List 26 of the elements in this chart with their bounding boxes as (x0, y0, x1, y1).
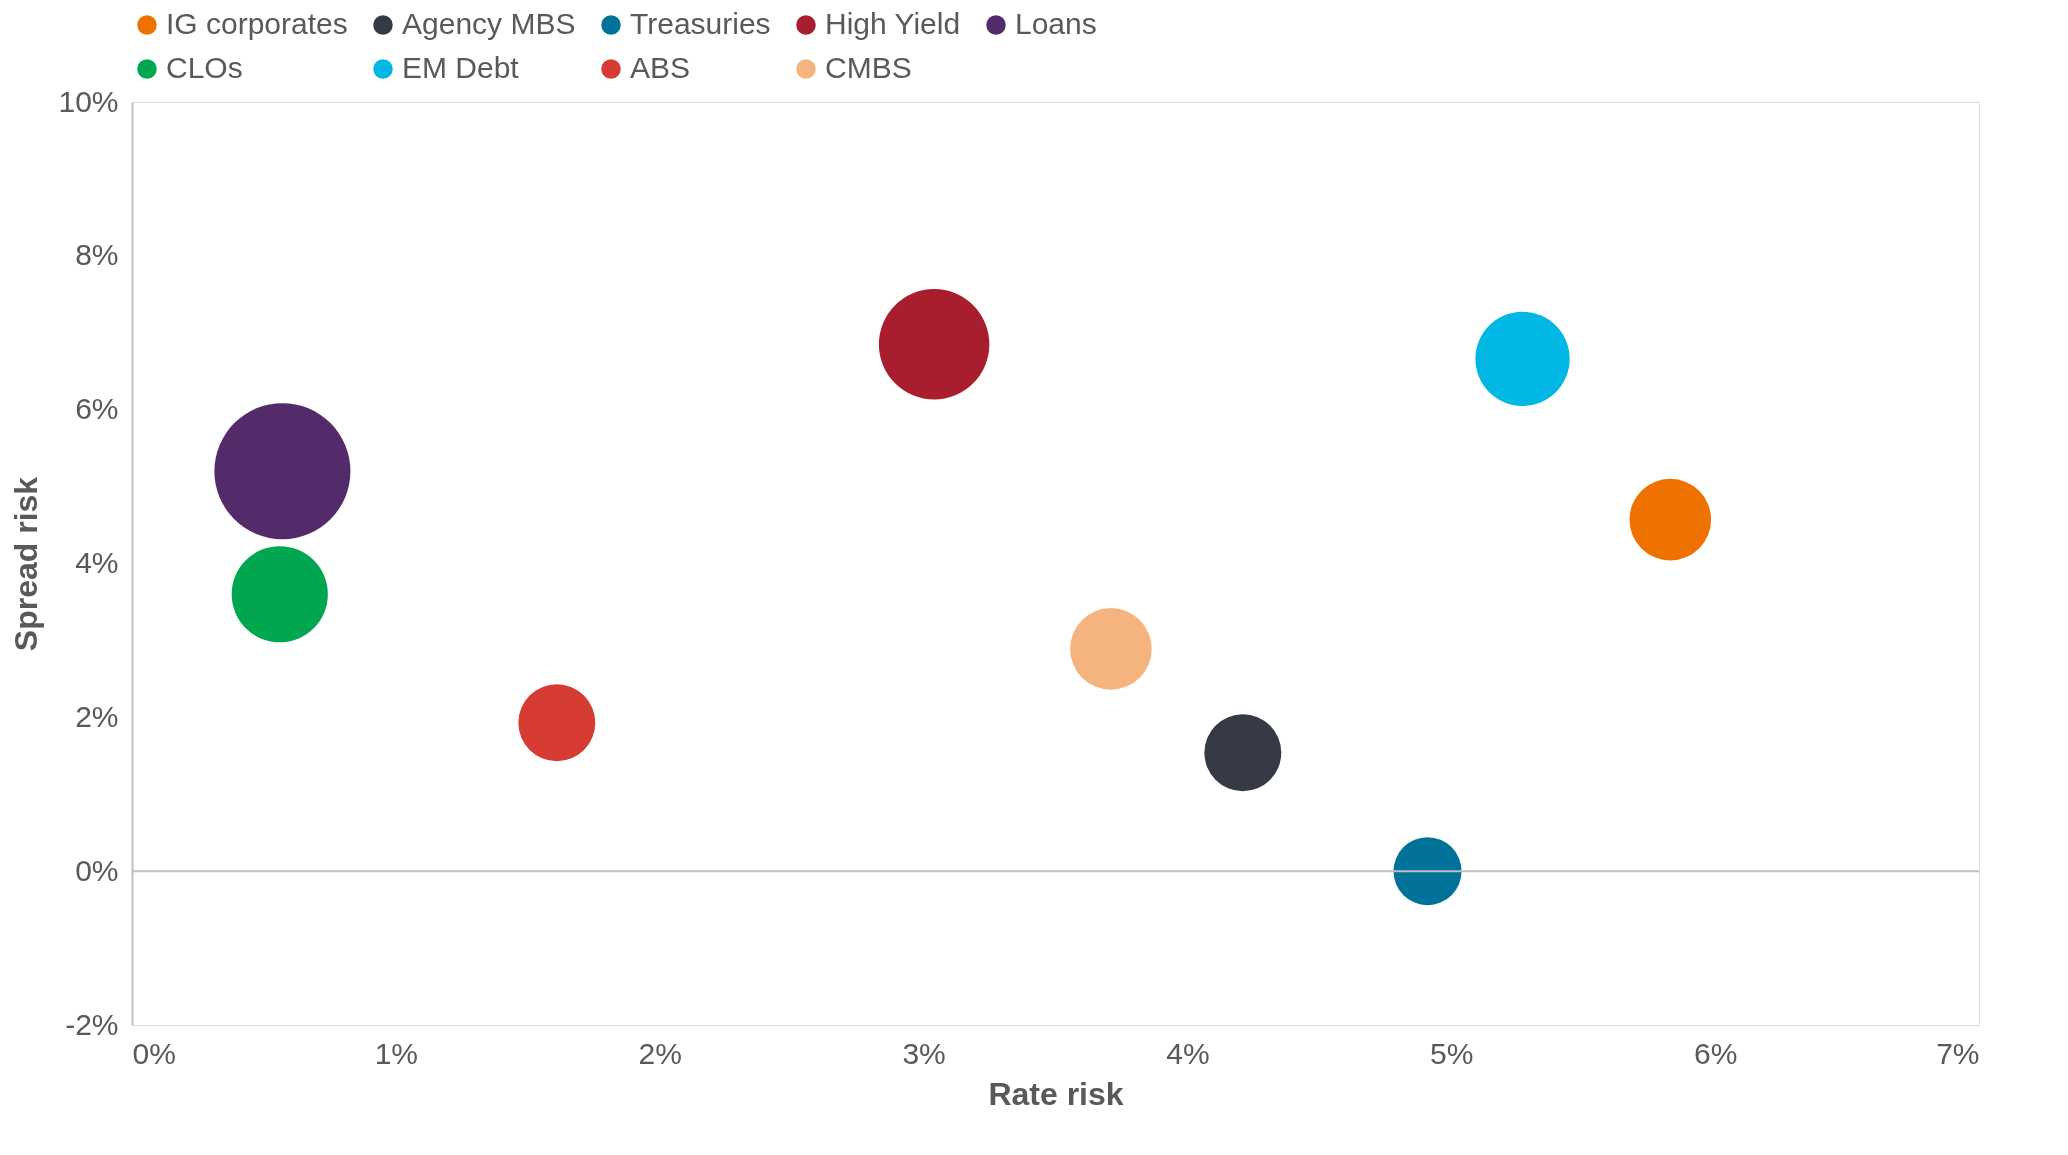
y-tick-label: 0% (75, 853, 119, 887)
x-tick-label: 1% (374, 1036, 419, 1070)
y-tick-label: 2% (75, 699, 119, 733)
legend-label: CMBS (825, 51, 912, 84)
y-axis-title: Spread risk (8, 476, 45, 652)
legend-label: EM Debt (402, 51, 520, 84)
x-tick-label: 4% (1166, 1036, 1210, 1070)
y-tick-label: 8% (75, 238, 119, 272)
x-tick-label: 5% (1430, 1036, 1474, 1070)
x-axis-title: Rate risk (988, 1075, 1124, 1112)
legend-label: Agency MBS (402, 7, 576, 40)
x-tick-label: 0% (132, 1036, 176, 1070)
x-tick-label: 7% (1936, 1036, 1980, 1070)
legend-label: Loans (1015, 7, 1097, 40)
legend-label: High Yield (825, 7, 961, 40)
y-tick-label: 4% (75, 546, 119, 579)
x-tick-label: 6% (1693, 1036, 1738, 1070)
y-tick-label: 6% (75, 392, 119, 426)
legend-label: ABS (630, 51, 691, 84)
legend-label: IG corporates (166, 7, 348, 40)
legend-label: Treasuries (630, 7, 771, 40)
y-tick-label: 10% (58, 84, 119, 118)
x-tick-label: 2% (638, 1036, 682, 1070)
x-tick-label: 3% (902, 1036, 946, 1070)
y-tick-label: -2% (65, 1007, 119, 1041)
legend-label: CLOs (166, 51, 243, 84)
